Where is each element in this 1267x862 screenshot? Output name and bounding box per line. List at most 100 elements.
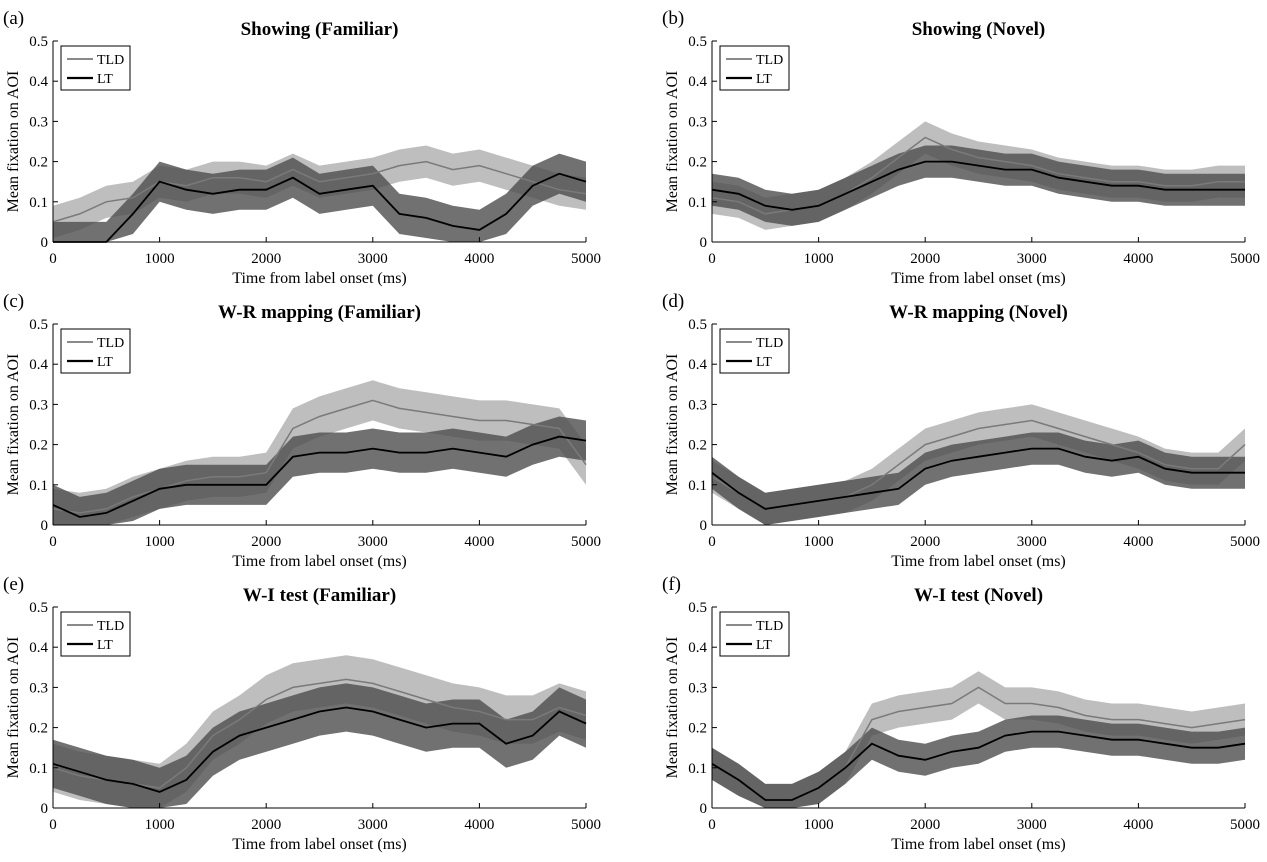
legend-label-lt: LT (756, 355, 772, 370)
x-tick-label: 1000 (804, 534, 834, 550)
x-tick-label: 4000 (464, 817, 494, 833)
x-tick-label: 3000 (358, 817, 388, 833)
series-band-lt (53, 153, 586, 242)
y-tick-label: 0.2 (688, 155, 707, 171)
legend-label-lt: LT (97, 638, 113, 653)
y-tick-label: 0.3 (29, 397, 48, 413)
x-tick-label: 4000 (1123, 817, 1153, 833)
legend-label-tld: TLD (97, 619, 124, 634)
chart-title: W-R mapping (Novel) (889, 302, 1068, 323)
y-tick-label: 0.2 (29, 155, 48, 171)
legend-label-lt: LT (97, 72, 113, 87)
y-tick-label: 0.2 (688, 721, 707, 737)
x-tick-label: 0 (708, 534, 716, 550)
x-tick-label: 5000 (1230, 534, 1260, 550)
y-tick-label: 0.3 (688, 397, 707, 413)
x-tick-label: 2000 (251, 817, 281, 833)
panel-label: (e) (3, 574, 24, 595)
x-tick-label: 2000 (251, 534, 281, 550)
chart-panel: 0 1000 2000 3000 4000 5000 0 0.1 0.2 0.3 0.4 0.5 W-R… (662, 291, 1260, 570)
legend-label-tld: TLD (97, 53, 124, 68)
y-tick-label: 0.3 (688, 114, 707, 130)
y-tick-label: 0.5 (29, 317, 48, 333)
x-tick-label: 1000 (804, 251, 834, 267)
y-tick-label: 0.4 (688, 640, 707, 656)
y-tick-label: 0.1 (29, 195, 48, 211)
x-tick-label: 1000 (145, 251, 175, 267)
y-axis-label: Mean fixation on AOI (664, 354, 681, 496)
y-tick-label: 0.5 (29, 34, 48, 50)
chart-panel: 0 1000 2000 3000 4000 5000 0 0.1 0.2 0.3 0.4 0.5 W-I… (3, 574, 601, 853)
x-tick-label: 3000 (1017, 251, 1047, 267)
legend-label-lt: LT (97, 355, 113, 370)
series-line-lt (711, 160, 1245, 211)
y-tick-label: 0.2 (29, 438, 48, 454)
legend-box (60, 45, 131, 91)
y-tick-label: 0.4 (29, 640, 48, 656)
legend-label-lt: LT (756, 638, 772, 653)
chart-panel: 0 1000 2000 3000 4000 5000 0 0.1 0.2 0.3 0.4 0.5 W-R… (3, 291, 601, 570)
y-axis-label: Mean fixation on AOI (664, 71, 681, 213)
y-tick-label: 0 (700, 235, 708, 251)
series-band-lt (53, 416, 586, 525)
x-tick-label: 5000 (1230, 251, 1260, 267)
panel-label: (c) (3, 291, 24, 312)
x-tick-label: 3000 (358, 251, 388, 267)
chart-panel: 0 1000 2000 3000 4000 5000 0 0.1 0.2 0.3 0.4 0.5 W-I… (662, 574, 1260, 853)
x-tick-label: 2000 (910, 817, 940, 833)
x-tick-label: 0 (708, 251, 716, 267)
legend-label-tld: TLD (97, 336, 124, 351)
x-axis-label: Time from label onset (ms) (232, 270, 407, 287)
y-tick-label: 0.3 (688, 680, 707, 696)
x-tick-label: 5000 (571, 817, 601, 833)
x-tick-label: 1000 (145, 534, 175, 550)
chart-title: W-R mapping (Familiar) (218, 302, 421, 323)
legend-box (719, 611, 790, 657)
series-line-lt (52, 435, 587, 518)
x-tick-label: 1000 (145, 817, 175, 833)
x-tick-label: 3000 (358, 534, 388, 550)
y-tick-label: 0 (41, 235, 49, 251)
x-tick-label: 0 (49, 817, 57, 833)
chart-title: Showing (Familiar) (241, 19, 399, 40)
x-tick-label: 4000 (464, 534, 494, 550)
chart-panel: 0 1000 2000 3000 4000 5000 0 0.1 0.2 0.3 0.4 0.5 Sho… (3, 8, 601, 287)
x-axis-label: Time from label onset (ms) (891, 270, 1066, 287)
x-tick-label: 4000 (1123, 534, 1153, 550)
x-tick-label: 1000 (804, 817, 834, 833)
chart-title: Showing (Novel) (912, 19, 1046, 40)
y-tick-label: 0.4 (688, 357, 707, 373)
x-axis-label: Time from label onset (ms) (891, 836, 1066, 853)
x-tick-label: 2000 (910, 251, 940, 267)
legend-box (60, 611, 131, 657)
series-line-lt (53, 172, 587, 243)
y-tick-label: 0 (41, 801, 49, 817)
chart-title: W-I test (Novel) (914, 585, 1043, 606)
legend-label-tld: TLD (756, 53, 783, 68)
y-tick-label: 0.1 (29, 761, 48, 777)
legend-label-lt: LT (756, 72, 772, 87)
series-band-lt (712, 432, 1245, 525)
x-tick-label: 4000 (1123, 251, 1153, 267)
y-tick-label: 0.2 (688, 438, 707, 454)
y-axis-label: Mean fixation on AOI (5, 637, 22, 779)
y-tick-label: 0 (700, 801, 708, 817)
x-tick-label: 0 (708, 817, 716, 833)
y-tick-label: 0.1 (688, 195, 707, 211)
series-line-tld (52, 160, 587, 223)
series-line-tld (52, 399, 587, 514)
chart-title: W-I test (Familiar) (243, 585, 396, 606)
y-tick-label: 0.3 (29, 114, 48, 130)
x-tick-label: 0 (49, 251, 57, 267)
series-band-lt (712, 715, 1245, 808)
series-line-lt (711, 730, 1246, 801)
y-tick-label: 0.1 (688, 478, 707, 494)
y-tick-label: 0 (41, 518, 49, 534)
y-tick-label: 0.4 (688, 74, 707, 90)
legend-label-tld: TLD (756, 619, 783, 634)
x-tick-label: 2000 (910, 534, 940, 550)
series-line-lt (711, 447, 1245, 510)
y-tick-label: 0.1 (688, 761, 707, 777)
panel-label: (f) (662, 574, 681, 595)
x-tick-label: 3000 (1017, 534, 1047, 550)
